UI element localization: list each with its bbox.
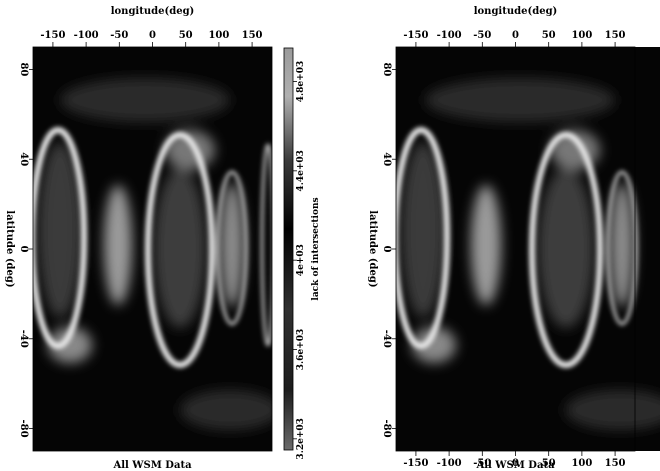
y-axis-label-right: latitude (deg) xyxy=(367,210,378,287)
y-tick-label-left: -40 xyxy=(18,330,29,348)
y-axis-label-left: latitude (deg) xyxy=(4,210,15,287)
x-tick-label-bottom-right: 150 xyxy=(605,458,626,469)
heatmap-left xyxy=(33,47,272,451)
x-tick-label-left: -100 xyxy=(74,30,99,41)
x-axis-label-right: longitude(deg) xyxy=(474,6,558,17)
colorbar-tick-label: 4.8e+03 xyxy=(296,61,306,102)
x-tick-label-right: 0 xyxy=(512,30,519,41)
x-tick-label-right: -100 xyxy=(437,30,462,41)
y-tick-label-left: 40 xyxy=(18,152,29,166)
x-tick-label-right: -50 xyxy=(473,30,491,41)
y-tick-label-right: -80 xyxy=(381,420,392,438)
x-tick-label-left: 100 xyxy=(208,30,229,41)
y-tick-label-left: 80 xyxy=(18,62,29,76)
x-tick-label-bottom-right: 50 xyxy=(542,458,556,469)
x-tick-label-right: 50 xyxy=(542,30,556,41)
x-tick-label-right: 100 xyxy=(571,30,592,41)
y-tick-label-left: 0 xyxy=(18,246,29,253)
colorbar-tick-label: 3.2e+03 xyxy=(296,418,306,459)
x-tick-label-bottom-right: 100 xyxy=(571,458,592,469)
x-tick-label-left: 0 xyxy=(149,30,156,41)
x-tick-label-bottom-right: -150 xyxy=(403,458,428,469)
colorbar-label: lack of intersections xyxy=(311,197,321,300)
x-tick-label-right: -150 xyxy=(403,30,428,41)
x-tick-label-bottom-right: -50 xyxy=(473,458,491,469)
y-tick-label-right: 0 xyxy=(381,246,392,253)
caption-left: All WSM Data xyxy=(112,460,192,471)
x-tick-label-right: 150 xyxy=(605,30,626,41)
colorbar-tick-label: 4e+03 xyxy=(296,244,306,276)
x-axis-label-left: longitude(deg) xyxy=(111,6,195,17)
x-tick-label-left: 50 xyxy=(179,30,193,41)
x-tick-label-left: -50 xyxy=(110,30,128,41)
x-tick-label-bottom-right: 0 xyxy=(512,458,519,469)
y-tick-label-right: 80 xyxy=(381,62,392,76)
x-tick-label-left: -150 xyxy=(40,30,65,41)
colorbar-left xyxy=(283,47,294,451)
x-tick-label-left: 150 xyxy=(242,30,263,41)
caption-right: All WSM Data xyxy=(475,460,555,471)
heatmap-right xyxy=(396,47,660,451)
x-tick-label-bottom-right: -100 xyxy=(437,458,462,469)
colorbar-tick-label: 3.6e+03 xyxy=(296,329,306,370)
y-tick-label-right: -40 xyxy=(381,330,392,348)
y-tick-label-left: -80 xyxy=(18,420,29,438)
y-tick-label-right: 40 xyxy=(381,152,392,166)
colorbar-tick-label: 4.4e+03 xyxy=(296,150,306,191)
